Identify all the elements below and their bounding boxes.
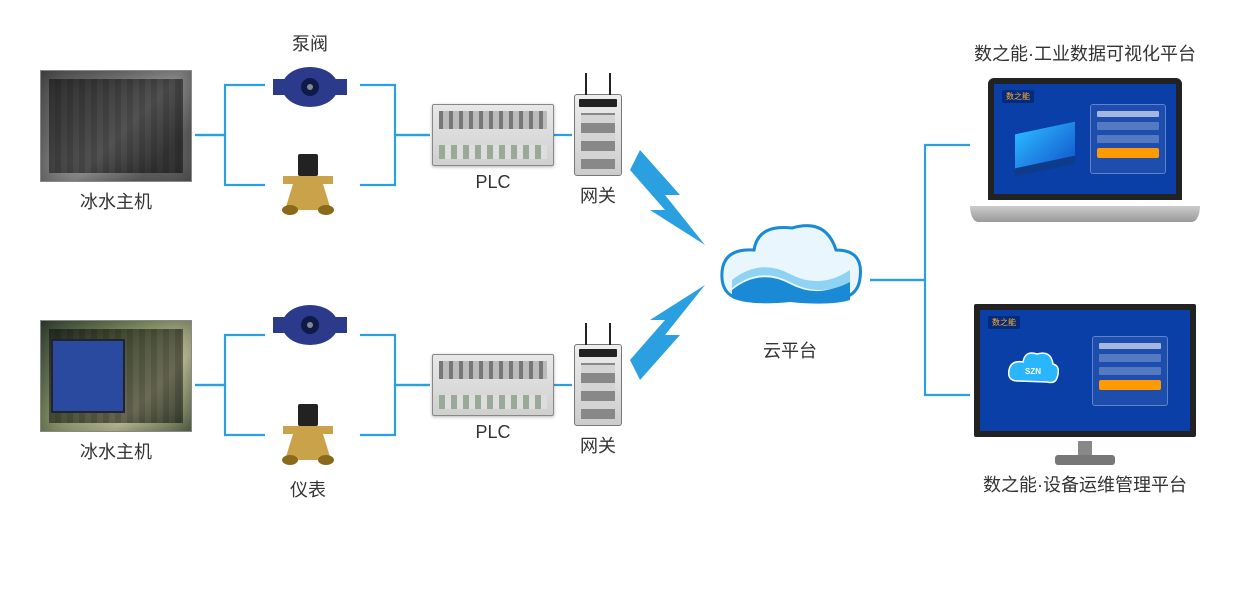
pump-valve-group-top: 泵阀 [270,30,350,112]
screen-heading [1099,343,1161,349]
valve-icon [273,400,343,470]
gateway-icon [574,94,622,176]
chiller-photo [40,70,192,182]
gateway-bottom-label: 网关 [580,432,616,458]
svg-text:SZN: SZN [1025,367,1041,376]
platform-top: 数之能·工业数据可视化平台 数之能 [970,40,1200,222]
plc-icon [432,104,554,166]
plc-top-label: PLC [475,172,510,193]
plc-bottom-label: PLC [475,422,510,443]
solenoid-valve-bottom: 仪表 [273,400,343,502]
chiller-top-label: 冰水主机 [80,188,152,214]
plc-icon [432,354,554,416]
platform-top-title: 数之能·工业数据可视化平台 [974,40,1196,66]
login-panel [1092,336,1168,406]
cloud-graphic-icon: SZN [1003,346,1063,396]
chiller-bottom-label: 冰水主机 [80,438,152,464]
solenoid-valve-top [273,150,343,220]
pump-icon [270,62,350,112]
monitor-icon: 数之能 SZN [970,300,1200,465]
screen-heading [1097,111,1159,117]
laptop-icon: 数之能 [970,72,1200,222]
platform-bottom: 数之能 SZN 数之能·设备运维管理平台 [970,300,1200,497]
chiller-bottom: 冰水主机 [40,320,192,464]
pump-bottom [270,300,350,350]
gateway-top: 网关 [574,94,622,208]
chiller-top: 冰水主机 [40,70,192,214]
valve-icon [273,150,343,220]
gateway-bottom: 网关 [574,344,622,458]
meter-label: 仪表 [290,476,326,502]
login-panel [1090,104,1166,174]
plc-top: PLC [432,104,554,193]
gateway-top-label: 网关 [580,182,616,208]
cloud-platform: 云平台 [710,210,870,363]
gateway-icon [574,344,622,426]
platform-bottom-title: 数之能·设备运维管理平台 [983,471,1187,497]
plc-bottom: PLC [432,354,554,443]
cloud-icon [710,210,870,330]
cloud-label: 云平台 [710,337,870,363]
chiller-photo [40,320,192,432]
isometric-graphic-icon [1005,104,1085,174]
pump-icon [270,300,350,350]
pump-label: 泵阀 [292,30,328,56]
